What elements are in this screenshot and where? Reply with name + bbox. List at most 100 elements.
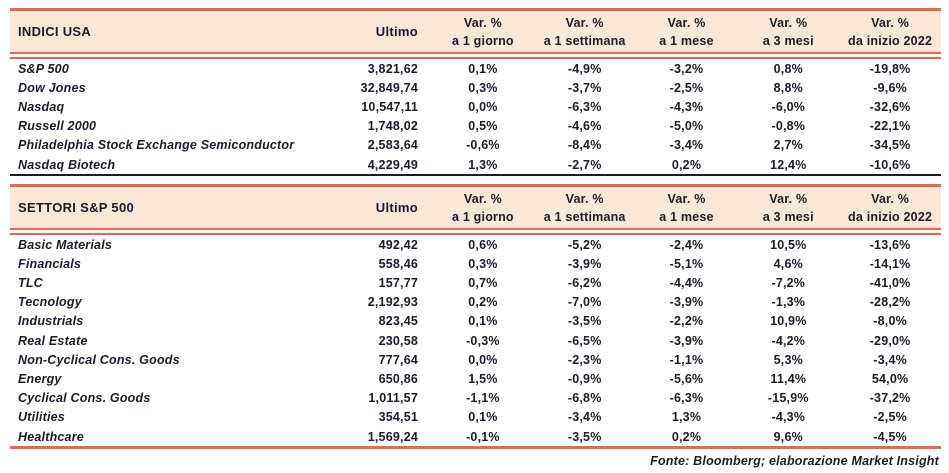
ultimo-value: 2,583,64 <box>367 138 418 153</box>
var-period-label: a 1 settimana <box>543 209 626 224</box>
table-row: Philadelphia Stock Exchange Semiconducto… <box>10 136 941 155</box>
row-label: Non-Cyclical Cons. Goods <box>18 352 180 367</box>
var-pct-label: Var. % <box>667 15 706 30</box>
pct-value: 8,8% <box>773 80 803 95</box>
pct-value: -0,9% <box>567 372 602 387</box>
ultimo-value: 4,229,49 <box>367 157 418 172</box>
ultimo-value: 558,46 <box>378 256 418 271</box>
column-header-var-1-giorno: Var. % a 1 giorno <box>432 190 534 226</box>
pct-value: -13,6% <box>869 237 911 252</box>
pct-value: -3,4% <box>669 138 704 153</box>
pct-value: -3,5% <box>567 429 602 444</box>
row-label: Russell 2000 <box>18 119 97 134</box>
pct-value: 0,3% <box>468 256 498 271</box>
pct-value: -5,2% <box>567 237 602 252</box>
double-rule <box>10 228 941 236</box>
pct-value: 0,0% <box>468 99 498 114</box>
settori-sp500-rows: Basic Materials 492,42 0,6% -5,2% -2,4% 10,5%… <box>10 235 941 446</box>
ultimo-value: 1,011,57 <box>368 391 418 406</box>
row-label: Energy <box>18 372 62 387</box>
var-period-label: a 1 settimana <box>543 33 626 48</box>
ultimo-value: 823,45 <box>378 314 418 329</box>
pct-value: -6,2% <box>567 276 602 291</box>
row-label: S&P 500 <box>18 61 69 76</box>
table-row: Basic Materials 492,42 0,6% -5,2% -2,4% 10,5%… <box>10 235 941 254</box>
table-row: Nasdaq Biotech 4,229,49 1,3% -2,7% 0,2% 12,4%… <box>10 155 941 174</box>
pct-value: -32,6% <box>869 99 911 114</box>
pct-value: -5,6% <box>669 372 704 387</box>
ultimo-value: 354,51 <box>378 410 418 425</box>
section-header-settori-sp500: SETTORI S&P 500 Ultimo Var. % a 1 giorno… <box>10 184 941 229</box>
pct-value: -1,1% <box>466 391 500 406</box>
table-row: Dow Jones 32,849,74 0,3% -3,7% -2,5% 8,8% -9,6… <box>10 78 941 97</box>
column-header-var-1-giorno: Var. % a 1 giorno <box>432 14 534 50</box>
ultimo-value: 650,86 <box>378 372 418 387</box>
pct-value: -14,1% <box>869 256 911 271</box>
pct-value: 0,5% <box>468 119 498 134</box>
pct-value: -19,8% <box>869 61 911 76</box>
var-pct-label: Var. % <box>871 191 910 206</box>
pct-value: 0,1% <box>468 314 498 329</box>
pct-value: -6,5% <box>567 333 602 348</box>
pct-value: 10,5% <box>770 237 807 252</box>
pct-value: -4,2% <box>771 333 806 348</box>
pct-value: -28,2% <box>869 295 911 310</box>
section-end-rule-dark <box>10 174 941 177</box>
row-label: Dow Jones <box>18 80 86 95</box>
pct-value: -6,3% <box>567 99 602 114</box>
table-row: Russell 2000 1,748,02 0,5% -4,6% -5,0% -0,8% -… <box>10 117 941 136</box>
row-label: Healthcare <box>18 429 84 444</box>
pct-value: 0,0% <box>468 352 498 367</box>
double-rule <box>10 52 941 59</box>
pct-value: 0,2% <box>468 295 498 310</box>
column-header-var-1-mese: Var. % a 1 mese <box>636 190 738 226</box>
pct-value: 1,3% <box>468 157 498 172</box>
pct-value: -4,5% <box>873 429 907 444</box>
pct-value: 9,6% <box>773 429 803 444</box>
var-pct-label: Var. % <box>463 191 502 206</box>
pct-value: 0,2% <box>671 429 702 444</box>
pct-value: -2,2% <box>669 314 704 329</box>
var-period-label: a 1 giorno <box>452 209 514 224</box>
pct-value: -3,9% <box>669 333 704 348</box>
pct-value: -6,0% <box>771 99 806 114</box>
pct-value: 1,5% <box>468 372 498 387</box>
pct-value: -3,2% <box>669 61 704 76</box>
ultimo-value: 3,821,62 <box>367 61 418 76</box>
pct-value: -0,8% <box>771 119 806 134</box>
column-header-ultimo: Ultimo <box>375 200 418 216</box>
pct-value: -4,4% <box>669 276 704 291</box>
pct-value: -4,6% <box>567 119 602 134</box>
pct-value: 11,4% <box>770 372 807 387</box>
table-row: Real Estate 230,58 -0,3% -6,5% -3,9% -4,2% -29… <box>10 331 941 350</box>
row-label: Tecnology <box>18 295 82 310</box>
pct-value: -10,6% <box>869 157 911 172</box>
pct-value: 0,1% <box>468 410 498 425</box>
ultimo-value: 492,42 <box>378 237 418 252</box>
pct-value: -3,9% <box>567 256 602 271</box>
pct-value: -3,9% <box>669 295 704 310</box>
pct-value: -15,9% <box>767 391 809 406</box>
table-row: Non-Cyclical Cons. Goods 777,64 0,0% -2,3% -… <box>10 350 941 369</box>
table-row: Energy 650,86 1,5% -0,9% -5,6% 11,4% 54,0% <box>10 369 941 388</box>
pct-value: -6,3% <box>669 391 704 406</box>
pct-value: -4,3% <box>771 410 806 425</box>
section-end-rule-coral <box>10 446 941 450</box>
var-pct-label: Var. % <box>769 15 808 30</box>
pct-value: -0,6% <box>466 138 500 153</box>
var-period-label: a 1 giorno <box>452 33 514 48</box>
pct-value: 54,0% <box>871 372 909 387</box>
pct-value: 12,4% <box>770 157 807 172</box>
column-header-var-3-mesi: Var. % a 3 mesi <box>737 14 839 50</box>
ultimo-value: 2,192,93 <box>367 295 418 310</box>
column-header-var-1-settimana: Var. % a 1 settimana <box>534 14 636 50</box>
ultimo-value: 32,849,74 <box>360 80 418 95</box>
pct-value: -4,3% <box>669 99 704 114</box>
pct-value: -7,2% <box>771 276 806 291</box>
ultimo-value: 1,569,24 <box>367 429 418 444</box>
row-label: Financials <box>18 256 82 271</box>
var-pct-label: Var. % <box>565 15 604 30</box>
section-indici-usa: INDICI USA Ultimo Var. % a 1 giorno Var.… <box>10 8 941 177</box>
table-row: Financials 558,46 0,3% -3,9% -5,1% 4,6% -14,1% <box>10 254 941 273</box>
pct-value: -0,3% <box>466 333 500 348</box>
